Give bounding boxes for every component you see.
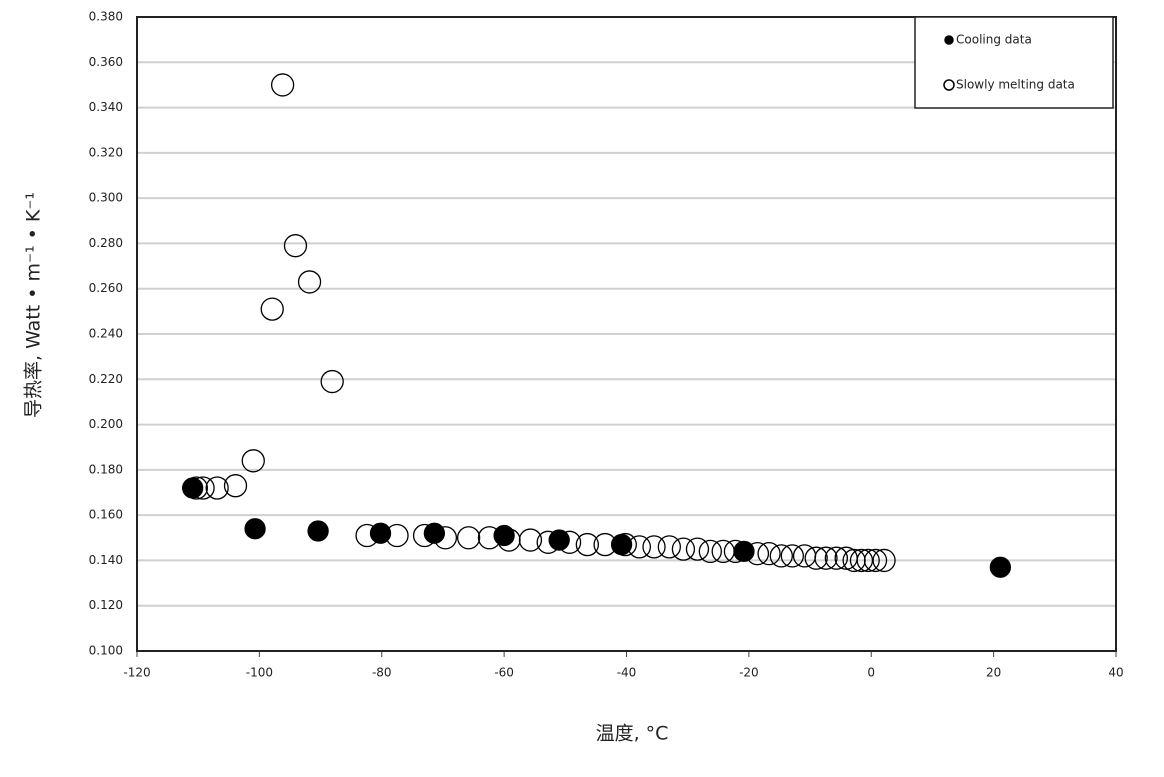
open-point xyxy=(433,526,458,550)
y-tick-label: 0.180 xyxy=(89,462,123,476)
y-tick-label: 0.320 xyxy=(89,145,123,159)
open-point xyxy=(241,449,265,473)
open-point xyxy=(698,539,722,564)
y-tick-label: 0.380 xyxy=(89,10,123,24)
open-point xyxy=(270,73,295,97)
open-point xyxy=(745,541,770,566)
open-point xyxy=(191,476,215,500)
open-point xyxy=(385,523,409,548)
open-point xyxy=(223,474,248,498)
legend-marker xyxy=(943,79,955,91)
open-point xyxy=(834,546,858,570)
x-tick-label: -20 xyxy=(739,666,759,680)
open-point xyxy=(518,528,543,552)
open-point xyxy=(711,539,735,564)
legend-label: Slowly melting data xyxy=(956,78,1075,92)
filled-point xyxy=(244,518,266,540)
y-tick-label: 0.280 xyxy=(89,236,123,250)
open-point xyxy=(412,523,437,548)
y-tick-label: 0.160 xyxy=(89,508,123,522)
open-point xyxy=(671,537,696,561)
open-point xyxy=(575,532,599,557)
open-point xyxy=(456,526,481,550)
open-point xyxy=(184,476,209,500)
y-tick-label: 0.260 xyxy=(89,281,123,295)
x-tick-label: -120 xyxy=(123,666,150,680)
open-point xyxy=(814,546,838,570)
y-tick-label: 0.140 xyxy=(89,553,123,567)
y-tick-label: 0.360 xyxy=(89,55,123,69)
open-point xyxy=(804,546,828,570)
y-tick-label: 0.240 xyxy=(89,327,123,341)
y-tick-label: 0.300 xyxy=(89,191,123,205)
y-tick-label: 0.220 xyxy=(89,372,123,386)
open-point xyxy=(757,541,781,566)
open-point xyxy=(627,535,651,559)
x-tick-label: -80 xyxy=(372,666,392,680)
legend-box xyxy=(914,16,1114,109)
x-tick-label: -60 xyxy=(494,666,514,680)
open-point xyxy=(863,548,888,573)
open-point xyxy=(593,532,617,557)
x-axis-title: 温度, °C xyxy=(596,723,669,745)
legend-marker xyxy=(944,35,954,45)
x-tick-label: -100 xyxy=(246,666,273,680)
plot-frame xyxy=(136,16,1117,652)
y-axis-title: 导热率, Watt • m⁻¹ • K⁻¹ xyxy=(23,192,45,418)
open-point xyxy=(685,537,710,561)
open-point xyxy=(856,548,880,573)
open-point xyxy=(769,544,793,568)
open-point xyxy=(613,532,637,557)
filled-point xyxy=(989,556,1012,578)
filled-point xyxy=(307,520,329,542)
open-point xyxy=(320,369,344,394)
open-point xyxy=(657,535,681,559)
open-point xyxy=(297,270,322,294)
open-point xyxy=(260,297,284,321)
legend-label: Cooling data xyxy=(956,33,1032,47)
y-tick-label: 0.340 xyxy=(89,100,123,114)
x-tick-label: 20 xyxy=(986,666,1001,680)
open-point xyxy=(642,535,666,559)
open-point xyxy=(824,546,849,570)
x-tick-label: -40 xyxy=(617,666,637,680)
filled-point xyxy=(493,524,515,547)
open-point xyxy=(283,234,308,258)
open-point xyxy=(872,548,896,573)
x-tick-label: 0 xyxy=(867,666,875,680)
open-point xyxy=(477,526,502,550)
open-point xyxy=(780,544,804,568)
open-point xyxy=(205,476,229,500)
open-point xyxy=(557,530,582,554)
y-tick-label: 0.100 xyxy=(89,644,123,658)
open-point xyxy=(355,523,379,548)
x-tick-label: 40 xyxy=(1108,666,1123,680)
y-tick-label: 0.200 xyxy=(89,417,123,431)
y-tick-label: 0.120 xyxy=(89,598,123,612)
